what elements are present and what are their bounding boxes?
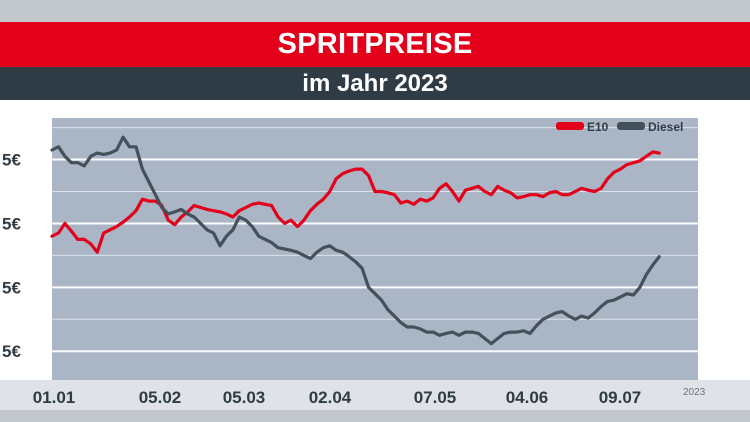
year-label: 2023 [683,387,706,398]
x-tick-label: 07.05 [414,388,457,407]
x-axis-band [0,380,750,410]
chart-subtitle: im Jahr 2023 [0,67,750,100]
chart-title: SPRITPREISE [0,22,750,67]
grid-lines [52,127,698,353]
series-lines [50,135,661,346]
x-tick-label: 02.04 [309,388,352,407]
y-tick-label: 5€ [2,214,21,233]
x-tick-label: 09.07 [599,388,642,407]
top-strip [0,0,750,22]
legend-swatch-e10 [556,122,584,130]
legend: E10 Diesel [556,120,683,134]
y-tick-label: 5€ [2,342,21,361]
legend-label-e10: E10 [587,120,609,134]
x-tick-label: 04.06 [506,388,549,407]
x-axis-ticks: 01.01 05.02 05.03 02.04 07.05 04.06 09.07 [33,388,642,407]
series-line-e10 [50,150,661,254]
series-line-diesel [50,135,661,346]
legend-swatch-diesel [617,122,645,130]
plot-area [52,118,698,380]
bottom-strip [0,410,750,422]
x-tick-label: 05.03 [223,388,266,407]
y-axis-ticks: 5€ 5€ 5€ 5€ [2,151,21,362]
x-tick-label: 01.01 [33,388,76,407]
line-chart: 5€5€5€5€ 01.01 05.02 05.03 02.04 07.05 04.06 0… [2,118,706,407]
x-tick-label: 05.02 [139,388,182,407]
legend-label-diesel: Diesel [648,120,683,134]
y-tick-label: 5€ [2,151,21,170]
y-tick-label: 5€ [2,278,21,297]
